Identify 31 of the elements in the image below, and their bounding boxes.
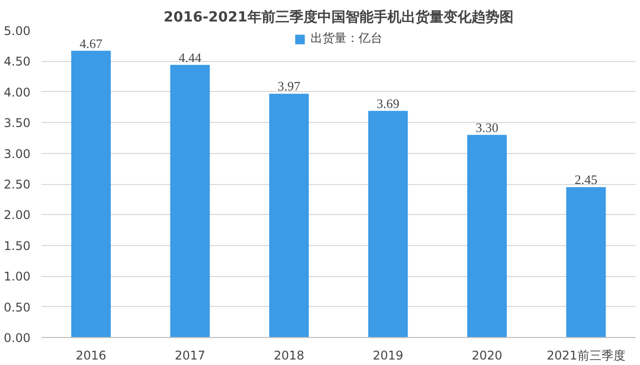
y-tick-label: 1.50 (4, 238, 30, 253)
y-tick-label: 5.00 (4, 24, 30, 38)
bar (566, 187, 606, 338)
data-label: 2.45 (574, 172, 598, 188)
bar (269, 94, 309, 338)
y-tick-label: 4.50 (4, 54, 30, 69)
x-tick-label: 2017 (174, 348, 206, 362)
y-tick-label: 1.00 (4, 270, 30, 284)
data-label: 3.69 (376, 96, 400, 111)
data-label: 3.30 (476, 120, 498, 135)
x-tick-label: 2021前三季度 (546, 348, 626, 362)
bar (170, 64, 210, 338)
y-tick-label: 0.00 (4, 331, 30, 345)
y-tick-label: 0.50 (4, 300, 30, 314)
data-label: 4.44 (178, 50, 202, 65)
data-label: 3.97 (278, 78, 301, 94)
bar (71, 50, 111, 338)
legend-label: 出货量：亿台 (310, 30, 382, 47)
bar (467, 134, 507, 338)
chart-title: 2016-2021年前三季度中国智能手机出货量变化趋势图 (164, 8, 514, 26)
y-tick-label: 3.00 (4, 146, 30, 161)
data-label: 4.67 (80, 36, 103, 51)
x-tick-label: 2018 (274, 348, 304, 362)
x-tick-label: 2020 (472, 348, 502, 362)
y-tick-label: 2.50 (4, 178, 30, 192)
y-tick-label: 2.00 (4, 208, 30, 222)
x-tick-label: 2016 (76, 348, 106, 362)
x-tick-label: 2019 (372, 348, 404, 362)
y-tick-label: 3.50 (4, 116, 30, 130)
bar (368, 110, 408, 338)
y-tick-label: 4.00 (4, 85, 30, 100)
